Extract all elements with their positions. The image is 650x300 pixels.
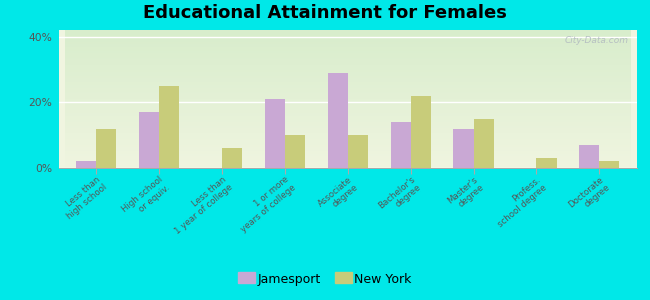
Bar: [285, 135, 305, 168]
Bar: [579, 145, 599, 168]
Bar: [265, 99, 285, 168]
Bar: [96, 129, 116, 168]
Bar: [96, 129, 116, 168]
Bar: [328, 73, 348, 168]
Bar: [454, 129, 473, 168]
Bar: [579, 145, 599, 168]
Bar: [348, 135, 368, 168]
Bar: [285, 135, 305, 168]
Bar: [391, 122, 411, 168]
Text: City-Data.com: City-Data.com: [564, 35, 629, 44]
Bar: [536, 158, 556, 168]
Bar: [265, 99, 285, 168]
Bar: [222, 148, 242, 168]
Bar: [159, 86, 179, 168]
Bar: [536, 158, 556, 168]
Bar: [454, 129, 473, 168]
Bar: [348, 135, 368, 168]
Text: Educational Attainment for Females: Educational Attainment for Females: [143, 4, 507, 22]
Bar: [411, 96, 431, 168]
Bar: [411, 96, 431, 168]
Bar: [76, 161, 96, 168]
Bar: [391, 122, 411, 168]
Legend: Jamesport, New York: Jamesport, New York: [233, 268, 417, 291]
Bar: [599, 161, 619, 168]
Bar: [473, 119, 493, 168]
Bar: [139, 112, 159, 168]
Bar: [159, 86, 179, 168]
Bar: [76, 161, 96, 168]
Bar: [328, 73, 348, 168]
Bar: [599, 161, 619, 168]
Bar: [473, 119, 493, 168]
Bar: [222, 148, 242, 168]
Bar: [139, 112, 159, 168]
